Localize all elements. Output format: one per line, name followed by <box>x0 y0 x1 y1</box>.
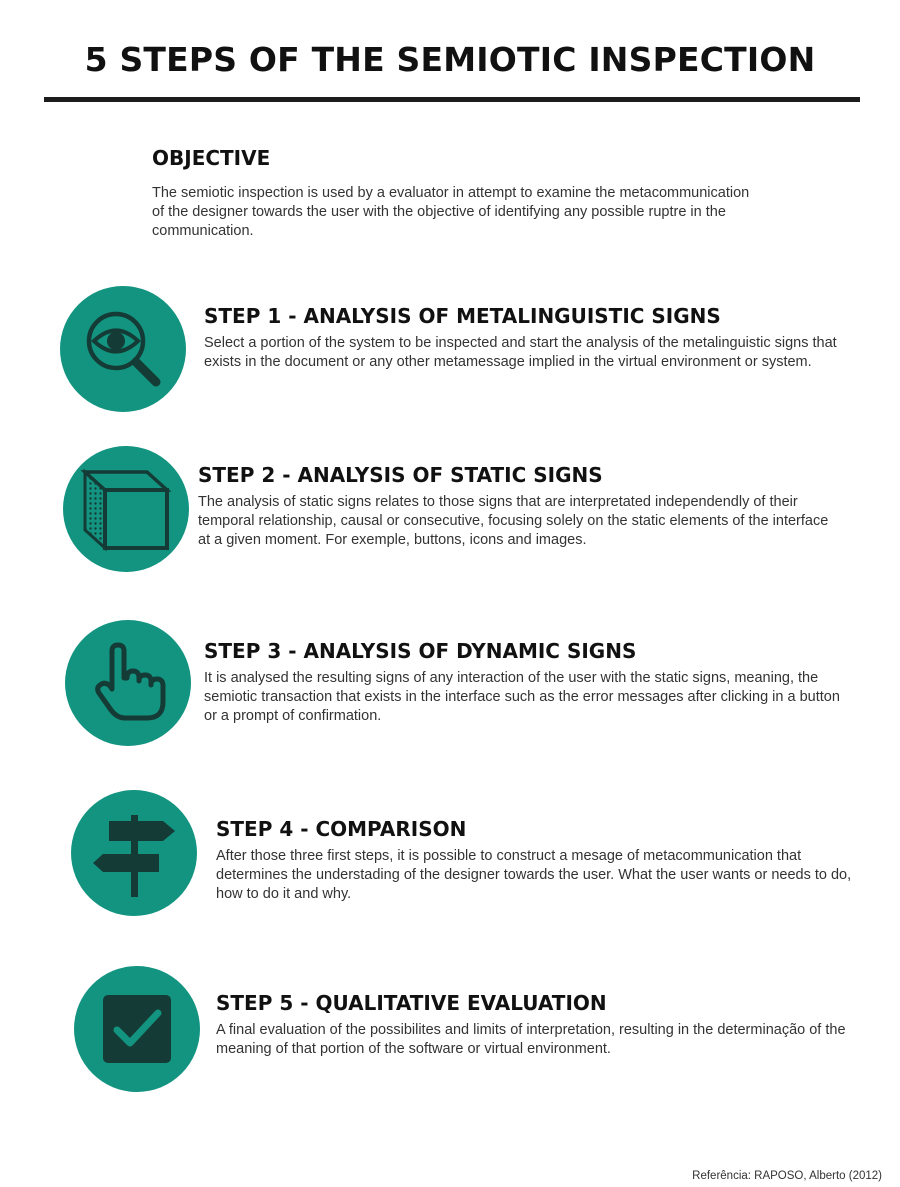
step-2-description: The analysis of static signs relates to … <box>198 494 829 548</box>
step-4-circle <box>71 790 197 916</box>
step-5-circle <box>74 966 200 1092</box>
objective-section: OBJECTIVE The semiotic inspection is use… <box>152 146 752 241</box>
step-3-text: STEP 3 - ANALYSIS OF DYNAMIC SIGNS It is… <box>204 639 844 726</box>
step-5: STEP 5 - QUALITATIVE EVALUATION A final … <box>0 966 900 1096</box>
step-1-description: Select a portion of the system to be ins… <box>204 335 837 370</box>
eye-magnifier-icon <box>86 311 161 387</box>
page-title: 5 STEPS OF THE SEMIOTIC INSPECTION <box>84 40 816 79</box>
step-1-circle <box>60 286 186 412</box>
pointing-hand-icon <box>95 642 166 721</box>
signpost-icon <box>93 815 175 897</box>
step-3: STEP 3 - ANALYSIS OF DYNAMIC SIGNS It is… <box>0 620 900 750</box>
checkbox-icon <box>103 995 171 1063</box>
reference-text: Referência: RAPOSO, Alberto (2012) <box>692 1170 882 1182</box>
title-divider <box>44 97 860 102</box>
step-2-heading: STEP 2 - ANALYSIS OF STATIC SIGNS <box>198 463 603 487</box>
step-4: STEP 4 - COMPARISON After those three fi… <box>0 790 900 920</box>
objective-heading: OBJECTIVE <box>152 146 271 170</box>
step-2: STEP 2 - ANALYSIS OF STATIC SIGNS The an… <box>0 446 900 576</box>
step-3-description: It is analysed the resulting signs of an… <box>204 670 840 724</box>
step-4-heading: STEP 4 - COMPARISON <box>216 817 467 841</box>
objective-text: The semiotic inspection is used by a eva… <box>152 185 750 239</box>
step-2-circle <box>63 446 189 572</box>
step-2-text: STEP 2 - ANALYSIS OF STATIC SIGNS The an… <box>198 463 838 550</box>
step-3-heading: STEP 3 - ANALYSIS OF DYNAMIC SIGNS <box>204 639 637 663</box>
step-5-text: STEP 5 - QUALITATIVE EVALUATION A final … <box>216 991 856 1059</box>
step-5-heading: STEP 5 - QUALITATIVE EVALUATION <box>216 991 607 1015</box>
step-5-description: A final evaluation of the possibilites a… <box>216 1022 846 1057</box>
step-4-description: After those three first steps, it is pos… <box>216 848 852 902</box>
step-1-text: STEP 1 - ANALYSIS OF METALINGUISTIC SIGN… <box>204 304 844 372</box>
step-1: STEP 1 - ANALYSIS OF METALINGUISTIC SIGN… <box>0 286 900 416</box>
step-3-circle <box>65 620 191 746</box>
step-1-heading: STEP 1 - ANALYSIS OF METALINGUISTIC SIGN… <box>204 304 721 328</box>
step-4-text: STEP 4 - COMPARISON After those three fi… <box>216 817 856 904</box>
cube-icon <box>80 468 172 552</box>
